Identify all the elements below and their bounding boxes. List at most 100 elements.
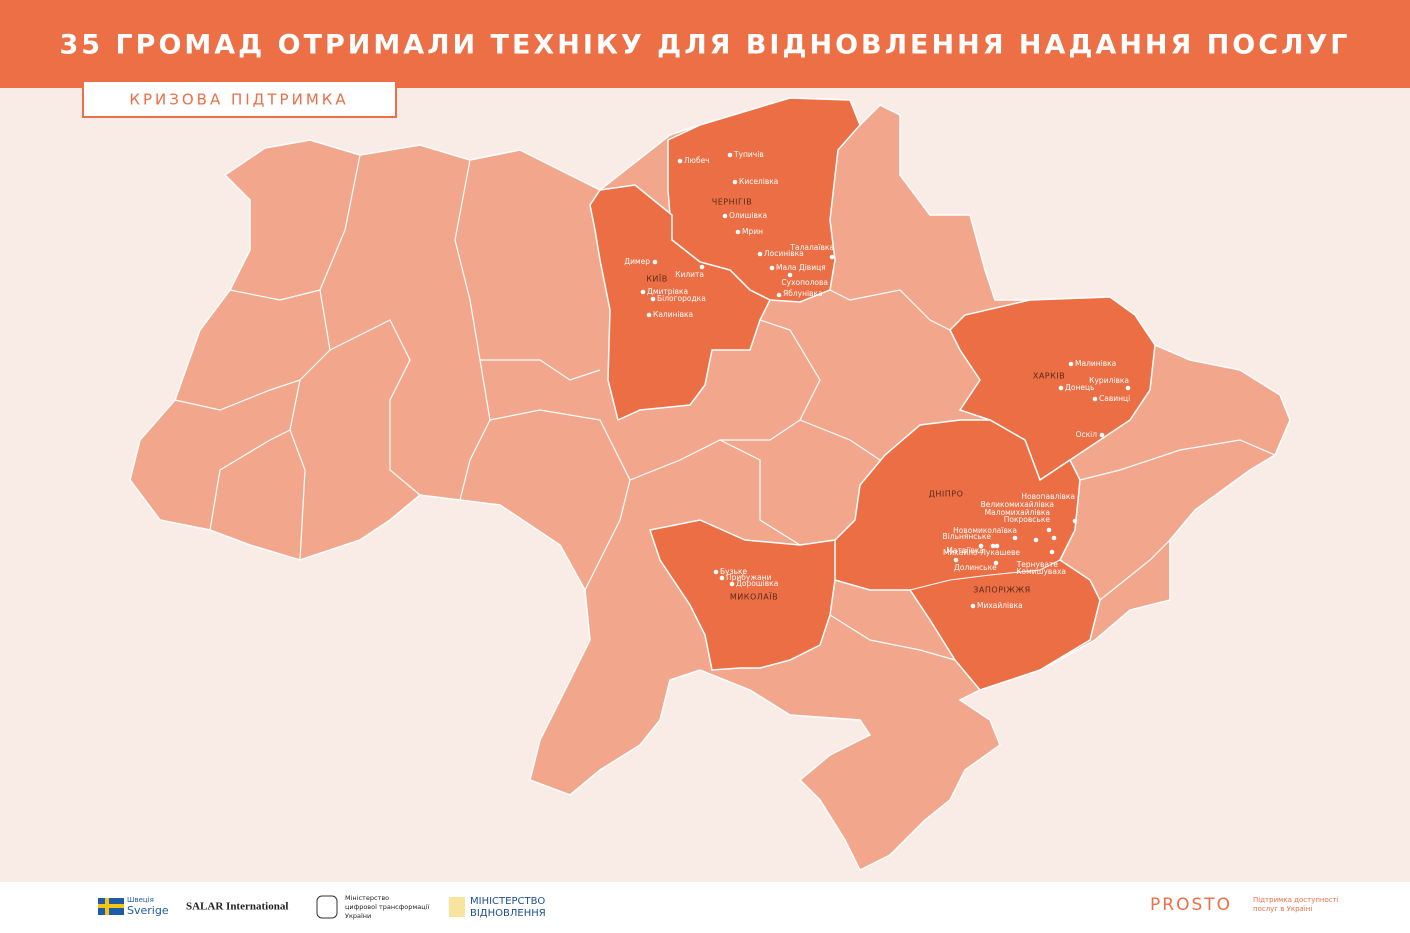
- title-bar: [0, 0, 1410, 88]
- community-dot: [1049, 549, 1055, 555]
- logo-text: Швеція: [127, 896, 154, 904]
- community-dot: [640, 289, 646, 295]
- community-dot: [646, 312, 652, 318]
- community-label: Любеч: [684, 156, 710, 165]
- region-dnipro-zaporizhzhia: [829, 419, 1101, 691]
- community-label: Димер: [624, 257, 650, 266]
- footer: [0, 882, 1410, 933]
- community-label: Вільнянське: [943, 532, 992, 541]
- community-dot: [719, 575, 725, 581]
- community-label: Прибужани: [726, 573, 772, 582]
- community-label: Михайлівка: [977, 601, 1023, 610]
- community-label: Долинське: [954, 563, 997, 572]
- community-label: Новопавлівка: [1021, 492, 1075, 501]
- logo-text: SALAR International: [186, 901, 288, 913]
- community-label: Курилівка: [1089, 376, 1129, 385]
- community-label: Покровське: [1004, 515, 1051, 524]
- borders: [174, 154, 1276, 661]
- region-mykolaiv: [649, 519, 836, 671]
- community-dot: [1072, 518, 1078, 524]
- community-dot: [994, 543, 1000, 549]
- community-label: Талалаївка: [789, 243, 834, 252]
- community-dot: [677, 158, 683, 164]
- community-label: Дорошівка: [736, 579, 778, 588]
- community-label: Сухополова: [781, 278, 828, 287]
- community-label: Киселівка: [739, 177, 778, 186]
- community-dot: [650, 296, 656, 302]
- region-kyiv: [589, 184, 772, 422]
- border: [909, 559, 1061, 591]
- community-dot: [769, 265, 775, 271]
- community-dot: [732, 179, 738, 185]
- logo-text: PROSTO: [1150, 895, 1232, 915]
- badge-text: КРИЗОВА ПІДТРИМКА: [129, 91, 348, 109]
- community-dot: [735, 229, 741, 235]
- community-label: Новомиколаївка: [953, 526, 1017, 535]
- community-dot: [776, 292, 782, 298]
- community-dot: [713, 569, 719, 575]
- community-label: Калинівка: [653, 310, 693, 319]
- community-label: Тернувате: [1016, 560, 1059, 569]
- map: [129, 97, 1291, 872]
- logo-text: Підтримка доступності: [1253, 896, 1339, 904]
- community-label: Великомихайлівка: [981, 500, 1054, 509]
- emblem: [316, 895, 338, 919]
- community-label: Комишуваха: [1016, 567, 1066, 576]
- community-dot: [1058, 385, 1064, 391]
- community-label: Савинці: [1099, 394, 1130, 403]
- community-label: Матвіївка: [946, 546, 984, 555]
- community-label: Маломихайлівка: [985, 508, 1050, 517]
- title: 35 ГРОМАД ОТРИМАЛИ ТЕХНІКУ ДЛЯ ВІДНОВЛЕН…: [59, 30, 1350, 61]
- community-label: Яблунівка: [783, 289, 823, 298]
- community-dot: [970, 603, 976, 609]
- community-label: Килита: [675, 270, 704, 279]
- logo-text: ВІДНОВЛЕННЯ: [470, 908, 546, 919]
- logo-mark: [449, 897, 465, 917]
- community-dot: [787, 272, 793, 278]
- community-dot: [1099, 432, 1105, 438]
- community-label: Тупичів: [733, 150, 764, 159]
- logo-text: цифрової трансформації: [345, 903, 429, 911]
- community-label: Донець: [1065, 383, 1095, 392]
- region-label: МИКОЛАЇВ: [730, 592, 778, 602]
- community-dot: [729, 581, 735, 587]
- community-dot: [1046, 527, 1052, 533]
- community-label: Лосинівка: [764, 249, 804, 258]
- community-label: Дмитрівка: [647, 287, 688, 296]
- community-dot: [993, 560, 999, 566]
- logo-text: МІНІСТЕРСТВО: [470, 896, 545, 907]
- community-label: Мрин: [742, 227, 763, 236]
- community-dot: [757, 251, 763, 257]
- community-dot: [1033, 537, 1039, 543]
- community-dot: [978, 543, 984, 549]
- community-dot: [1051, 535, 1057, 541]
- logo-text: послуг в Україні: [1253, 905, 1312, 913]
- region-label: ЧЕРНІГІВ: [712, 198, 752, 207]
- logo-text: Sverige: [127, 904, 169, 917]
- community-dot: [829, 254, 835, 260]
- logo-text: України: [345, 912, 371, 920]
- community-label: Олишівка: [729, 211, 767, 220]
- community-label: Бузьке: [720, 567, 748, 576]
- community-dot: [722, 213, 728, 219]
- community-dot: [727, 152, 733, 158]
- community-dot: [990, 543, 996, 549]
- region-label: КИЇВ: [646, 274, 668, 284]
- region-label: ДНІПРО: [929, 490, 964, 499]
- region-label: ЗАПОРІЖЖЯ: [973, 586, 1030, 595]
- logo-text: Міністерство: [345, 894, 389, 902]
- community-dot: [953, 557, 959, 563]
- community-dot: [1092, 396, 1098, 402]
- community-dot: [699, 264, 705, 270]
- community-dot: [652, 259, 658, 265]
- community-label: Михайло-Лукашеве: [943, 548, 1020, 557]
- region-label: ХАРКІВ: [1033, 372, 1065, 381]
- community-dot: [1068, 361, 1074, 367]
- badge: [82, 80, 397, 118]
- community-label: Малинівка: [1075, 359, 1116, 368]
- community-dot: [1012, 535, 1018, 541]
- flag-cross: [105, 898, 109, 915]
- community-label: Мала Дівиця: [776, 263, 826, 272]
- flag-cross: [98, 904, 124, 908]
